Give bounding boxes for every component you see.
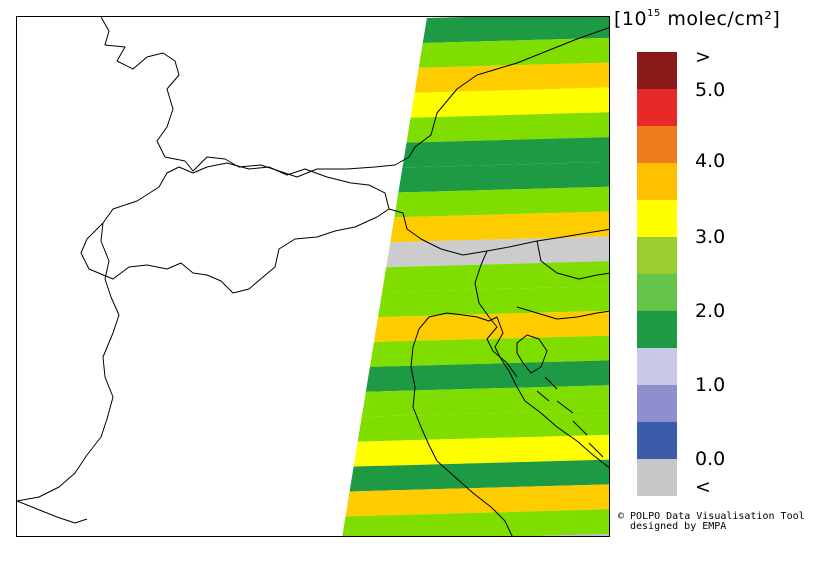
border-france-italy — [17, 222, 120, 502]
border-slovenia-croatia — [516, 306, 609, 320]
colorbar-segment — [637, 385, 677, 422]
swath-band — [342, 335, 609, 369]
swath-band — [342, 285, 609, 319]
colorbar-segment — [637, 126, 677, 163]
colorbar-label-2: 2.0 — [695, 300, 726, 322]
croatian-islands — [536, 376, 604, 458]
unit-label: [1015 molec/cm²] — [614, 8, 781, 30]
colorbar-label-above: > — [695, 46, 711, 68]
coastline-ligurian — [17, 500, 88, 524]
map-frame — [16, 16, 610, 537]
colorbar-segment — [637, 422, 677, 459]
credit-line-2: designed by EMPA — [630, 521, 727, 532]
credit-text: © POLPO Data Visualisation Tool designed… — [618, 512, 805, 532]
swath-band — [342, 484, 609, 518]
swath-band — [342, 434, 609, 468]
coastline-italy-east — [410, 328, 513, 536]
border-germany-austria — [408, 27, 609, 158]
swath-band — [342, 310, 609, 344]
colorbar-label-1: 1.0 — [695, 374, 726, 396]
credit-line-1: © POLPO Data Visualisation Tool — [618, 511, 805, 522]
swath-band — [342, 409, 609, 443]
map-canvas — [17, 17, 609, 536]
colorbar-segment — [637, 459, 677, 496]
swath-band — [342, 385, 609, 418]
colorbar-segment — [637, 89, 677, 126]
border-austria-slovenia — [536, 240, 609, 280]
colorbar-label-4: 4.0 — [695, 150, 726, 172]
border-switzerland — [80, 162, 390, 294]
istria-peninsula — [516, 334, 548, 374]
colorbar-segment — [637, 348, 677, 385]
swath-band — [342, 459, 609, 493]
colorbar-segment — [637, 311, 677, 348]
colorbar-segment — [637, 237, 677, 274]
colorbar-label-below: < — [695, 476, 711, 498]
country-borders — [17, 17, 609, 536]
colorbar-label-3: 3.0 — [695, 226, 726, 248]
border-france-germany — [100, 17, 410, 178]
colorbar-segment — [637, 274, 677, 311]
colorbar-segment — [637, 52, 677, 89]
swath-band — [342, 261, 609, 294]
colorbar-label-0: 0.0 — [695, 448, 726, 470]
satellite-swath — [342, 17, 609, 536]
swath-band — [342, 509, 609, 536]
border-italy-austria — [388, 208, 609, 256]
coastline-adriatic — [418, 312, 609, 469]
colorbar-segment — [637, 163, 677, 200]
colorbar-segment — [637, 200, 677, 237]
colorbar-label-5: 5.0 — [695, 79, 726, 101]
